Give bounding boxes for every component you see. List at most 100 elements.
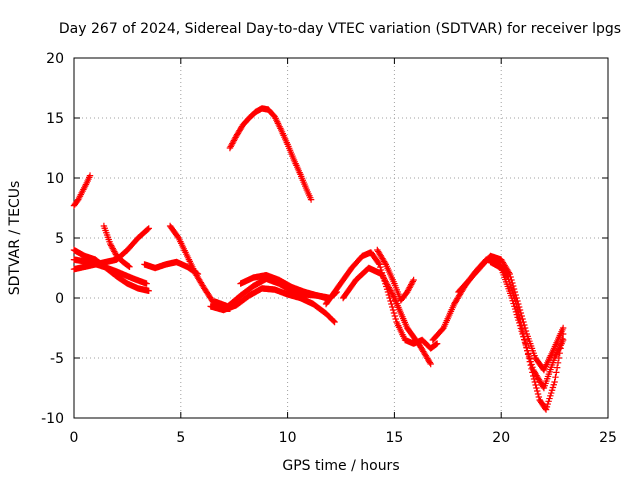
data-point [521, 339, 529, 346]
data-point [553, 369, 560, 376]
y-tick-label: 0 [55, 291, 64, 307]
data-point [381, 259, 389, 267]
data-point [530, 375, 538, 383]
data-point [546, 395, 553, 402]
data-point [514, 314, 521, 321]
data-point [545, 398, 552, 405]
data-point [389, 303, 396, 311]
data-point [390, 293, 397, 300]
data-point [387, 297, 394, 305]
y-tick-label: 10 [46, 171, 64, 187]
data-point [521, 321, 528, 329]
data-point [523, 344, 530, 352]
data-point [505, 269, 513, 276]
data-point [515, 316, 522, 324]
data-point [427, 360, 434, 368]
axis-ticks [73, 57, 609, 419]
data-point [392, 315, 399, 323]
data-point [528, 361, 535, 368]
data-point [522, 341, 530, 349]
data-point [559, 336, 567, 344]
data-point [531, 378, 539, 386]
data-point [391, 312, 399, 320]
data-point [506, 270, 513, 278]
x-tick-label: 0 [70, 430, 79, 446]
data-point [549, 384, 557, 391]
data-point [525, 350, 532, 357]
x-tick-label: 20 [492, 430, 510, 446]
data-point [518, 312, 525, 320]
y-tick-label: 5 [55, 231, 64, 247]
data-point [376, 261, 383, 268]
x-tick-label: 5 [176, 430, 185, 446]
data-point [525, 352, 533, 360]
data-point [517, 309, 525, 317]
data-points [70, 105, 567, 413]
data-point [389, 306, 397, 314]
x-tick-label: 10 [279, 430, 297, 446]
data-point [543, 403, 551, 411]
data-point [145, 225, 152, 232]
y-axis-label: SDTVAR / TECUs [7, 181, 23, 296]
data-point [512, 308, 520, 316]
data-point [552, 374, 559, 381]
data-point [517, 325, 525, 332]
data-point [510, 300, 517, 307]
series-arc-midday-1 [207, 285, 338, 326]
series-arc-midday-3 [237, 272, 330, 302]
data-point [511, 288, 519, 296]
data-point [520, 333, 527, 340]
series-arc-e [141, 258, 202, 278]
series-arc-afternoon-2 [374, 246, 417, 304]
data-point [527, 358, 534, 365]
data-point [547, 392, 554, 399]
x-tick-label: 15 [385, 430, 403, 446]
series-arc-evening-3 [487, 258, 567, 392]
data-point [542, 406, 550, 413]
series-arc-d [70, 256, 150, 287]
series-arc-c [100, 222, 133, 270]
data-point [513, 311, 521, 318]
data-point [519, 315, 526, 323]
x-tick-label: 25 [599, 430, 617, 446]
data-point [511, 303, 518, 310]
series-arc-evening-2 [455, 252, 567, 374]
data-point [547, 389, 555, 397]
data-point [145, 287, 152, 294]
data-point [433, 340, 441, 347]
chart-title: Day 267 of 2024, Sidereal Day-to-day VTE… [59, 21, 621, 37]
data-point [548, 387, 556, 394]
data-point [516, 319, 523, 327]
data-point [511, 305, 519, 313]
data-point [532, 381, 539, 389]
data-point [512, 291, 519, 299]
data-point [526, 355, 534, 363]
x-tick-labels: 0 5 10 15 20 25 [70, 430, 617, 446]
data-point [143, 280, 150, 287]
data-point [307, 196, 315, 203]
data-point [534, 387, 541, 395]
x-axis-label: GPS time / hours [282, 458, 399, 474]
series-arc-afternoon-3 [339, 264, 434, 368]
data-point [529, 364, 536, 371]
data-point [520, 318, 527, 326]
data-point [126, 263, 133, 270]
data-point [509, 297, 516, 304]
data-point [86, 172, 94, 179]
data-point [509, 279, 516, 287]
data-point [507, 273, 514, 281]
data-point [390, 309, 398, 317]
data-point [544, 400, 551, 408]
data-point [518, 328, 525, 335]
data-point [410, 276, 417, 284]
data-point [559, 324, 567, 332]
grid [74, 58, 608, 418]
data-point [524, 347, 531, 354]
data-point [553, 364, 561, 371]
series-arc-morning-hump [226, 105, 315, 203]
data-point [516, 322, 524, 329]
data-point [550, 381, 557, 388]
y-tick-label: -10 [41, 411, 64, 427]
series-arc-early-high [70, 172, 94, 209]
